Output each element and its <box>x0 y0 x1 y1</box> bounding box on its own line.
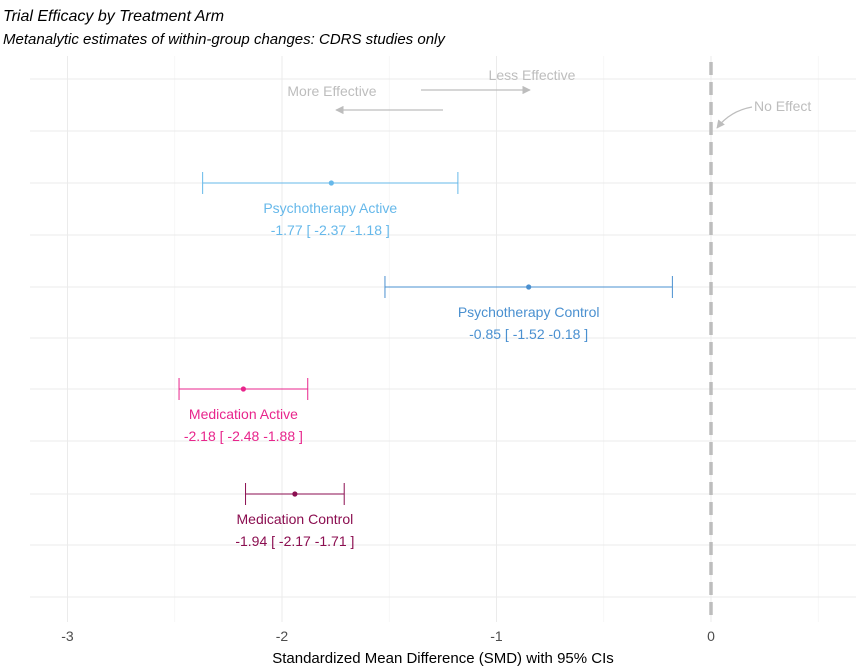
series-name-label: Psychotherapy Active <box>263 200 397 216</box>
x-tick-label: -1 <box>490 628 503 644</box>
series-medication-active: Medication Active -2.18 [ -2.48 -1.88 ] <box>178 378 309 444</box>
point-estimate <box>328 180 334 186</box>
x-tick-label: -2 <box>276 628 289 644</box>
x-axis-ticks: -3 -2 -1 0 <box>61 628 715 644</box>
ci-value-label: -0.85 [ -1.52 -0.18 ] <box>469 326 588 342</box>
x-tick-label: 0 <box>707 628 715 644</box>
series-medication-control: Medication Control -1.94 [ -2.17 -1.71 ] <box>235 483 354 549</box>
point-estimate <box>292 491 298 497</box>
more-effective-label: More Effective <box>287 83 376 99</box>
ci-value-label: -1.77 [ -2.37 -1.18 ] <box>271 222 390 238</box>
point-estimate <box>526 284 532 290</box>
x-axis-label: Standardized Mean Difference (SMD) with … <box>272 650 614 667</box>
ci-value-label: -2.18 [ -2.48 -1.88 ] <box>184 428 303 444</box>
less-effective-label: Less Effective <box>489 67 576 83</box>
series-group: Psychotherapy Active -1.77 [ -2.37 -1.18 … <box>178 172 673 549</box>
series-name-label: Psychotherapy Control <box>458 304 600 320</box>
series-name-label: Medication Control <box>237 511 354 527</box>
chart-subtitle: Metanalytic estimates of within-group ch… <box>3 31 446 48</box>
no-effect-label: No Effect <box>754 98 811 114</box>
no-effect-arrow <box>716 106 753 129</box>
x-tick-label: -3 <box>61 628 74 644</box>
grid <box>30 56 856 622</box>
point-estimate <box>240 386 246 392</box>
series-psychotherapy-control: Psychotherapy Control -0.85 [ -1.52 -0.18… <box>384 276 673 342</box>
series-name-label: Medication Active <box>189 406 298 422</box>
series-psychotherapy-active: Psychotherapy Active -1.77 [ -2.37 -1.18 … <box>202 172 459 238</box>
ci-value-label: -1.94 [ -2.17 -1.71 ] <box>235 533 354 549</box>
chart-title: Trial Efficacy by Treatment Arm <box>3 8 224 25</box>
annotations: More Effective Less Effective No Effect <box>287 67 811 129</box>
